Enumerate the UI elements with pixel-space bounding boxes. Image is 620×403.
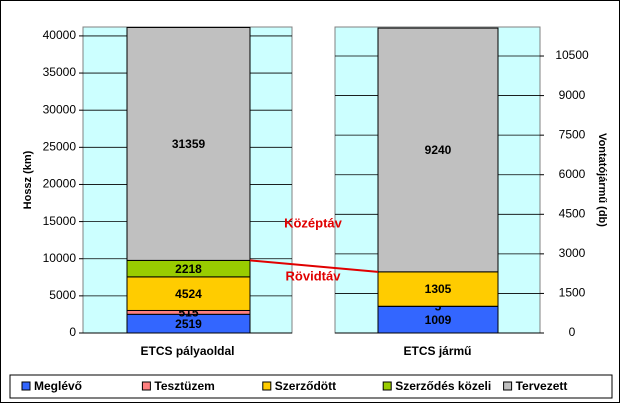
y-tick-label: 10000 (43, 251, 77, 265)
legend-box (9, 374, 613, 399)
connector-line (249, 259, 379, 273)
legend-label: Szerződés közeli (395, 379, 491, 393)
legend-swatch (382, 381, 392, 391)
x-tick-label: ETCS pályaoldal (140, 344, 234, 358)
y2-tick-label: 6000 (559, 167, 586, 181)
data-label: 31359 (172, 137, 206, 151)
annotation: Rövidtáv (286, 268, 342, 283)
y-tick-label: 5000 (49, 288, 76, 302)
y2-tick-label: 7500 (559, 127, 586, 141)
bar-segment (126, 276, 251, 311)
y-tick-label: 35000 (43, 65, 77, 79)
legend-label: Tervezett (516, 379, 568, 393)
legend-swatch (262, 381, 272, 391)
y-tick-label: 25000 (43, 139, 77, 153)
bar-segment (126, 26, 251, 261)
y2-tick-label: 10500 (555, 48, 589, 62)
y2-tick-label: 1500 (559, 286, 586, 300)
y-axis-label: Hossz (km) (22, 150, 34, 209)
x-tick-label: ETCS jármű (403, 344, 471, 358)
y2-tick-label: 9000 (559, 88, 586, 102)
y-tick-label: 40000 (43, 28, 77, 42)
data-label: 1009 (425, 313, 452, 327)
legend-swatch (21, 381, 31, 391)
data-label: 2519 (175, 317, 202, 331)
legend-label: Meglévő (34, 379, 82, 393)
y2-tick-label: 4500 (559, 206, 586, 220)
data-label: 2218 (175, 262, 202, 276)
legend-label: Szerződött (275, 379, 336, 393)
bar-segment (377, 305, 499, 334)
y-tick-label: 15000 (43, 214, 77, 228)
data-label: 4524 (175, 287, 202, 301)
y-tick-label: 0 (69, 325, 76, 339)
data-label: 1305 (425, 282, 452, 296)
bar-segment (377, 27, 499, 273)
y2-axis-label: Vontatójármű (db) (596, 133, 608, 227)
legend-swatch (141, 381, 151, 391)
y-tick-label: 20000 (43, 177, 77, 191)
y-tick-label: 30000 (43, 102, 77, 116)
legend-label: Tesztüzem (154, 379, 214, 393)
y2-tick-label: 0 (569, 325, 576, 339)
annotation: Középtáv (284, 215, 343, 230)
y2-tick-label: 3000 (559, 246, 586, 260)
bar-segment (377, 271, 499, 307)
data-label: 9240 (425, 143, 452, 157)
legend-swatch (503, 381, 513, 391)
